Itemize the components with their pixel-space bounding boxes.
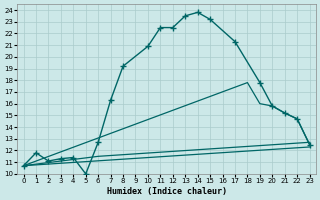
X-axis label: Humidex (Indice chaleur): Humidex (Indice chaleur) (107, 187, 227, 196)
